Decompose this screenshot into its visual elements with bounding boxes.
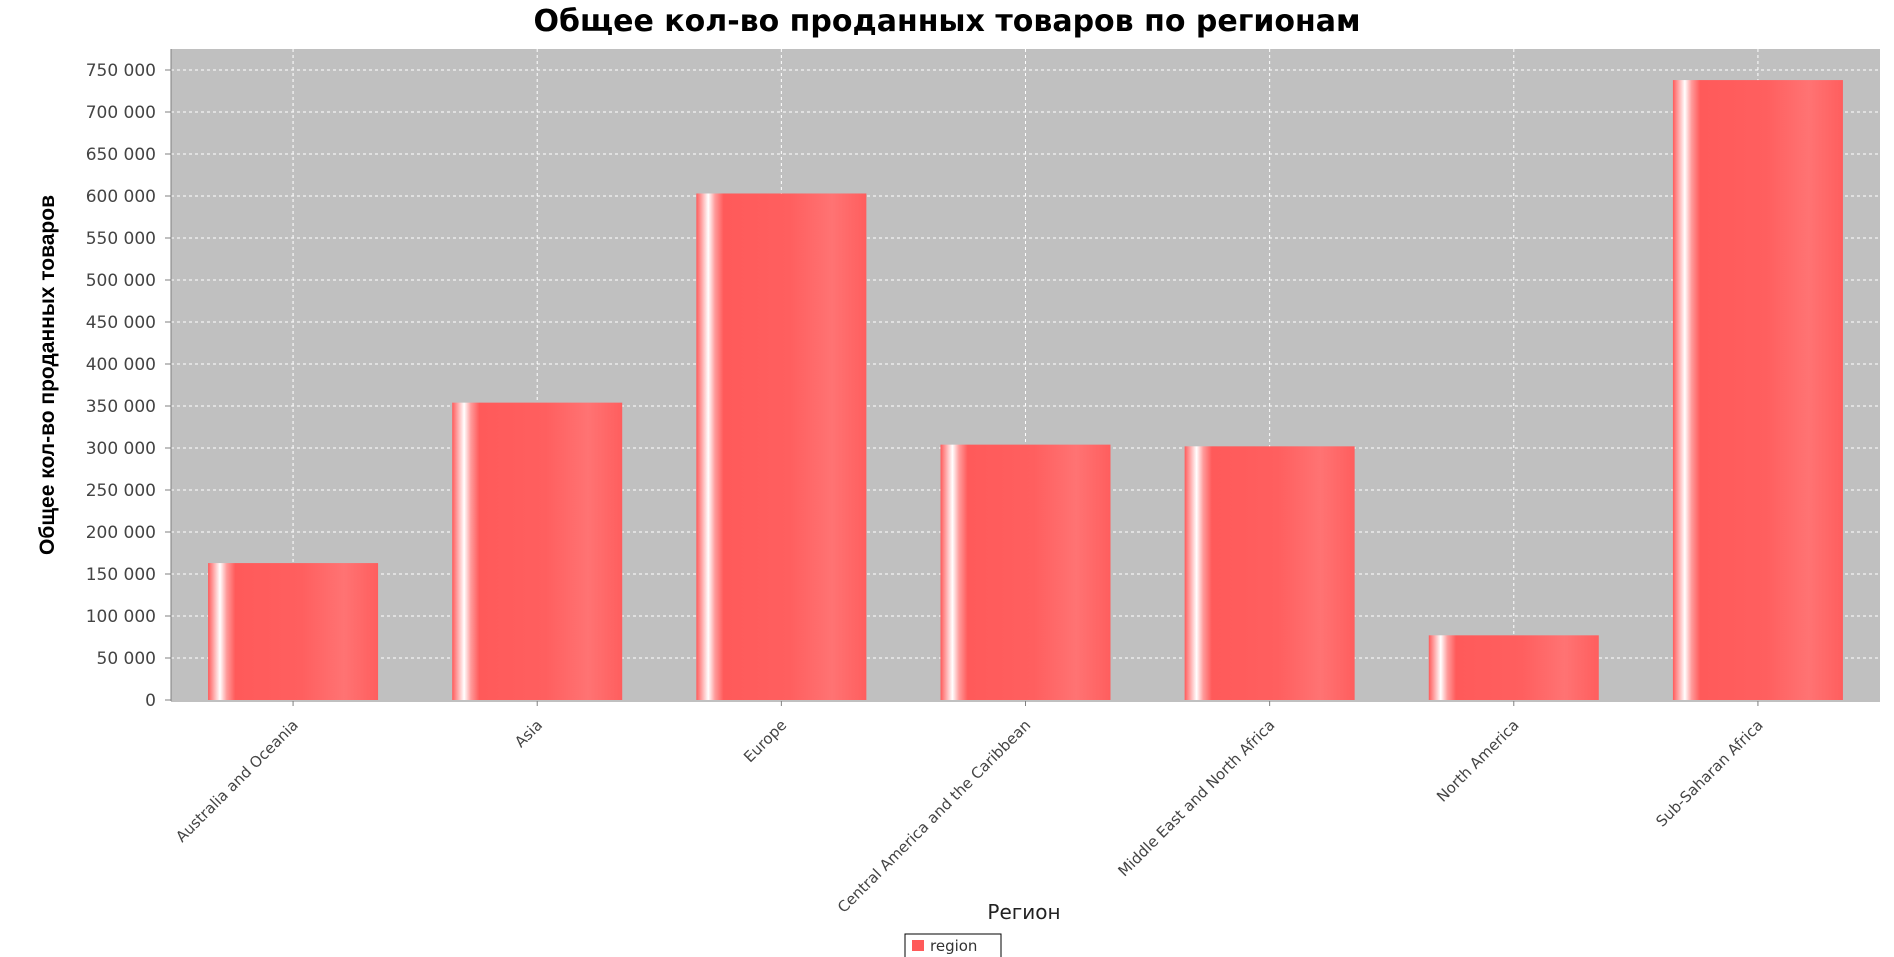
- x-tick-label: Asia: [511, 716, 546, 751]
- x-axis-label: Регион: [987, 900, 1060, 924]
- bar-north-america: [1428, 635, 1599, 700]
- legend-label: region: [930, 937, 977, 955]
- bars: [208, 80, 1843, 701]
- chart-title: Общее кол-во проданных товаров по регион…: [534, 4, 1361, 39]
- y-tick-label: 450 000: [86, 313, 156, 333]
- bar-europe: [696, 193, 867, 701]
- y-tick-label: 350 000: [86, 397, 156, 417]
- y-tick-label: 0: [145, 691, 156, 711]
- x-tick-label: Sub-Saharan Africa: [1652, 716, 1766, 830]
- legend-box: [904, 933, 1002, 957]
- y-tick-label: 500 000: [86, 271, 156, 291]
- y-tick-label: 550 000: [86, 229, 156, 249]
- y-tick-label: 650 000: [86, 145, 156, 165]
- x-axis-ticks: Australia and Oceania Asia Europe Central A…: [172, 701, 1767, 916]
- bar-australia-and-oceania: [208, 563, 379, 700]
- y-tick-label: 400 000: [86, 355, 156, 375]
- legend-swatch: [912, 940, 924, 951]
- y-tick-label: 200 000: [86, 523, 156, 543]
- bar-central-america-and-the-caribbean: [940, 444, 1111, 700]
- bar-sub-saharan-africa: [1672, 80, 1843, 700]
- x-tick-label: Australia and Oceania: [172, 716, 302, 846]
- x-tick-label: North America: [1433, 716, 1523, 806]
- x-tick-label: Europe: [740, 716, 790, 766]
- bar-middle-east-and-north-africa: [1184, 446, 1355, 700]
- y-tick-label: 750 000: [86, 61, 156, 81]
- y-tick-label: 100 000: [86, 607, 156, 627]
- x-tick-label: Central America and the Caribbean: [834, 716, 1034, 916]
- bar-asia: [452, 402, 623, 700]
- y-tick-label: 700 000: [86, 103, 156, 123]
- y-tick-label: 300 000: [86, 439, 156, 459]
- y-tick-label: 50 000: [97, 649, 156, 669]
- x-tick-label: Middle East and North Africa: [1114, 716, 1278, 880]
- y-tick-label: 150 000: [86, 565, 156, 585]
- y-tick-label: 250 000: [86, 481, 156, 501]
- legend: region: [904, 933, 1002, 957]
- y-axis-label: Общее кол-во проданных товаров: [36, 195, 59, 555]
- y-tick-label: 600 000: [86, 187, 156, 207]
- y-axis-ticks: 0 50 000 100 000 150 000 200 000 250 000 300 0…: [86, 61, 171, 711]
